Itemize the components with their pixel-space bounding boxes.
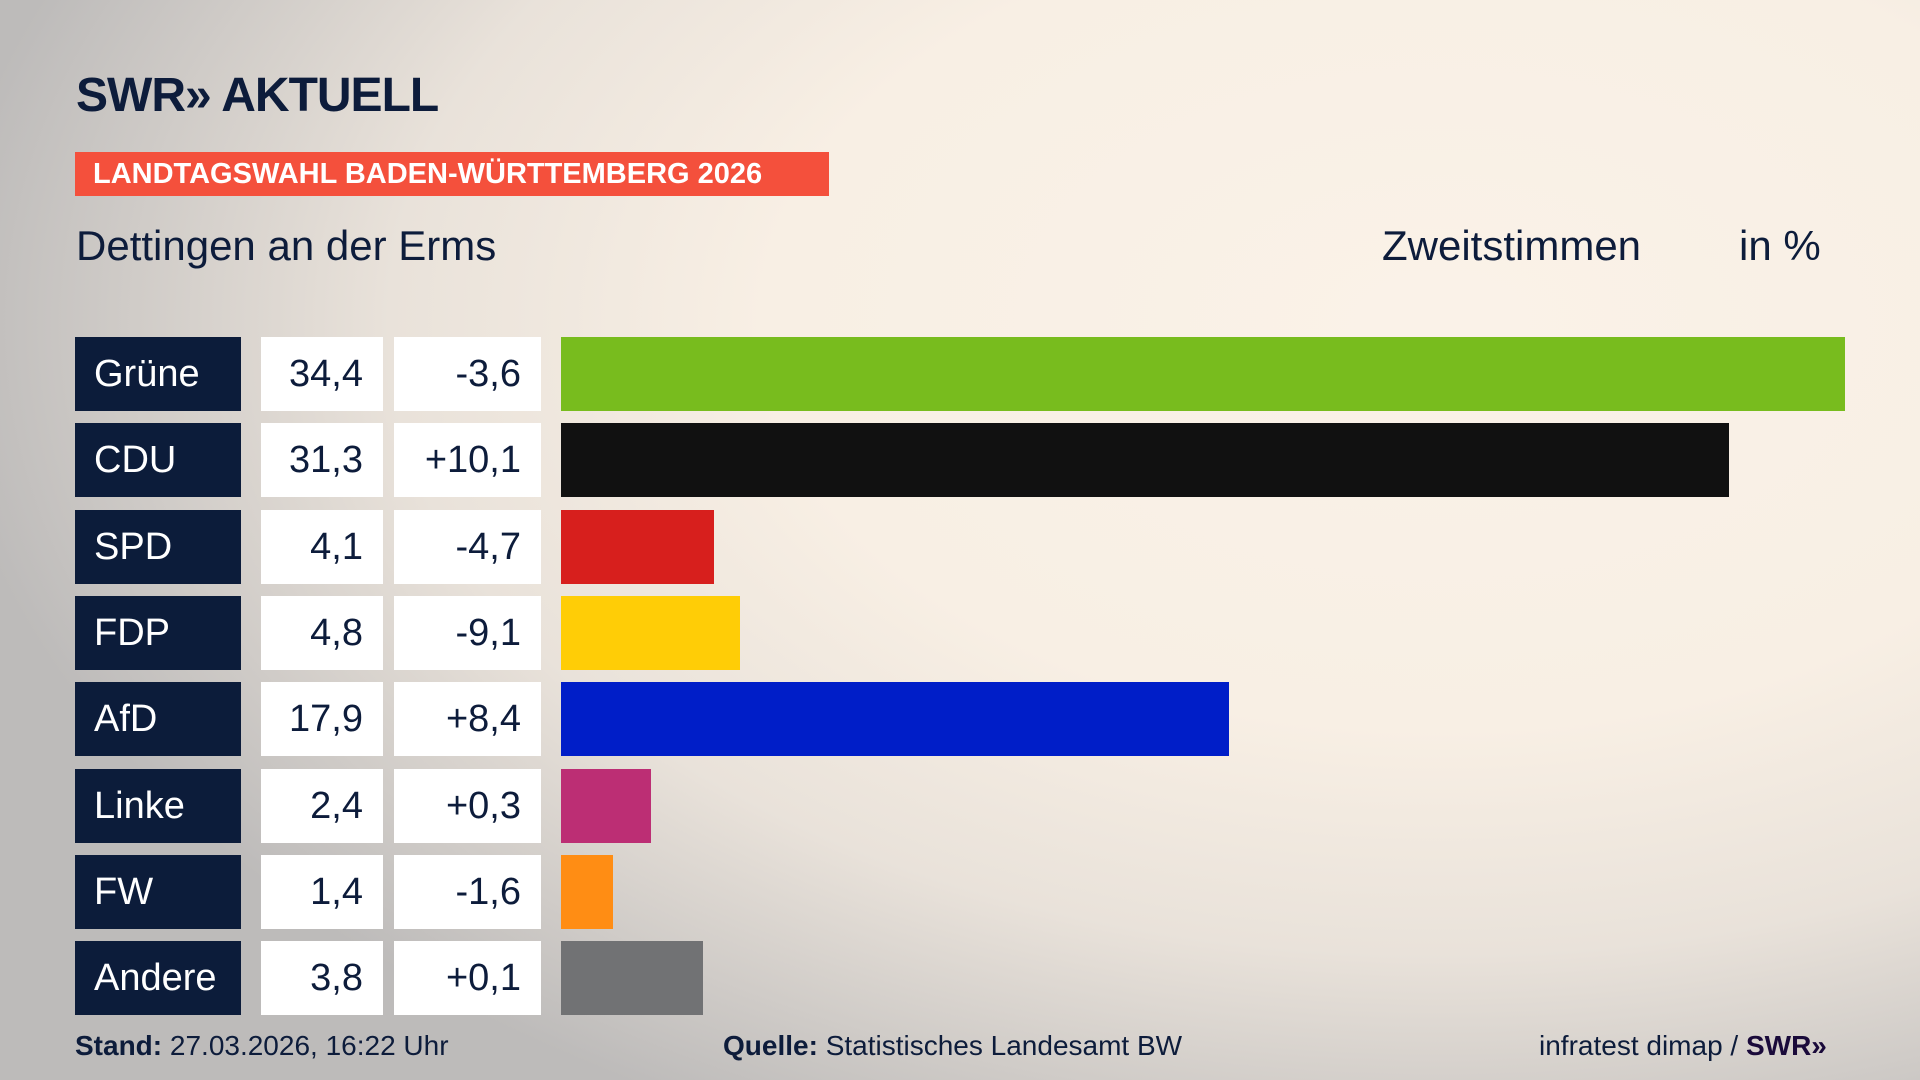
- vote-share: 4,1: [261, 509, 383, 584]
- vote-change: -1,6: [394, 854, 541, 929]
- timestamp: Stand: 27.03.2026, 16:22 Uhr: [75, 1030, 449, 1062]
- source-label: Quelle:: [723, 1030, 818, 1061]
- bar-afd: [561, 682, 1230, 757]
- bar-fdp: [561, 595, 741, 670]
- bar-grüne: [561, 337, 1845, 411]
- swr-logo: SWR»: [1745, 1030, 1827, 1061]
- vote-share: 17,9: [261, 682, 383, 757]
- vote-change: -4,7: [394, 509, 541, 584]
- source-value: Statistisches Landesamt BW: [825, 1030, 1183, 1061]
- bar-andere: [561, 941, 703, 1016]
- party-label: Grüne: [75, 337, 241, 411]
- party-label: SPD: [75, 509, 241, 584]
- vote-type: Zweitstimmen: [1382, 222, 1642, 269]
- vote-change: -9,1: [394, 595, 541, 670]
- vote-change: +10,1: [394, 423, 541, 498]
- vote-share: 1,4: [261, 854, 383, 929]
- credit: infratest dimap / SWR»: [1539, 1030, 1827, 1062]
- unit-label: in %: [1739, 222, 1821, 269]
- election-banner: LANDTAGSWAHL BADEN-WÜRTTEMBERG 2026: [75, 152, 829, 196]
- location-title: Dettingen an der Erms: [76, 222, 497, 269]
- party-label: Andere: [75, 941, 241, 1016]
- bar-linke: [561, 768, 651, 843]
- bar-fw: [561, 854, 614, 929]
- swr-aktuell-logo: SWR» AKTUELL: [76, 69, 439, 122]
- stand-value: 27.03.2026, 16:22 Uhr: [169, 1030, 449, 1061]
- party-label: CDU: [75, 423, 241, 498]
- vote-share: 34,4: [261, 337, 383, 411]
- vote-change: +0,3: [394, 768, 541, 843]
- vote-share: 3,8: [261, 941, 383, 1016]
- source: Quelle: Statistisches Landesamt BW: [723, 1030, 1182, 1062]
- vote-share: 4,8: [261, 595, 383, 670]
- party-label: FW: [75, 854, 241, 929]
- party-label: FDP: [75, 595, 241, 670]
- bar-cdu: [561, 423, 1730, 498]
- party-label: Linke: [75, 768, 241, 843]
- vote-change: -3,6: [394, 337, 541, 411]
- vote-share: 2,4: [261, 768, 383, 843]
- bar-spd: [561, 509, 715, 584]
- vote-change: +8,4: [394, 682, 541, 757]
- credit-text: infratest dimap /: [1539, 1030, 1739, 1061]
- vote-share: 31,3: [261, 423, 383, 498]
- vote-change: +0,1: [394, 941, 541, 1016]
- stand-label: Stand:: [75, 1030, 163, 1061]
- party-label: AfD: [75, 682, 241, 757]
